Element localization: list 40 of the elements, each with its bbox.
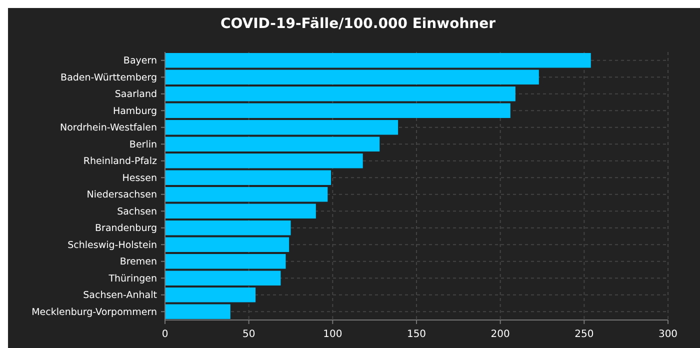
y-tick-label: Saarland — [114, 89, 157, 100]
x-tick-label: 300 — [658, 329, 678, 340]
x-tick-label: 100 — [323, 329, 342, 340]
x-tick-label: 50 — [242, 329, 256, 340]
bar — [165, 86, 516, 102]
bar — [165, 53, 591, 68]
x-tick-label: 200 — [490, 329, 510, 340]
bar — [165, 103, 510, 118]
y-tick-label: Sachsen — [117, 206, 157, 218]
y-tick-label: Thüringen — [108, 273, 157, 284]
y-tick-label: Mecklenburg-Vorpommern — [32, 306, 157, 318]
y-tick-label: Hessen — [122, 172, 157, 184]
bar — [165, 204, 316, 218]
x-tick-label: 250 — [574, 329, 594, 340]
y-tick-label: Sachsen-Anhalt — [83, 290, 158, 302]
y-tick-label: Schleswig-Holstein — [68, 240, 157, 251]
y-tick-label: Bremen — [120, 256, 157, 268]
y-tick-label: Hamburg — [112, 106, 157, 117]
y-tick-label: Niedersachsen — [86, 190, 157, 201]
bar — [165, 304, 230, 319]
bar — [165, 288, 256, 302]
y-tick-label: Baden-Württemberg — [60, 72, 157, 84]
y-tick-label: Brandenburg — [95, 223, 157, 234]
bar — [165, 120, 398, 135]
bar — [165, 270, 281, 286]
bar — [165, 170, 331, 185]
bar — [165, 220, 291, 236]
x-tick-label: 150 — [406, 329, 426, 340]
bar — [165, 254, 286, 269]
y-tick-label: Rheinland-Pfalz — [83, 156, 158, 168]
chart-title: COVID-19-Fälle/100.000 Einwohner — [220, 16, 496, 32]
bar — [165, 154, 363, 168]
y-tick-label: Berlin — [129, 139, 157, 150]
bar — [165, 187, 328, 202]
y-tick-label: Bayern — [123, 56, 157, 67]
bar — [165, 70, 539, 84]
x-tick-label: 0 — [162, 329, 168, 340]
y-tick-label: Nordrhein-Westfalen — [60, 122, 157, 134]
bar — [165, 136, 380, 152]
bar — [165, 237, 290, 252]
